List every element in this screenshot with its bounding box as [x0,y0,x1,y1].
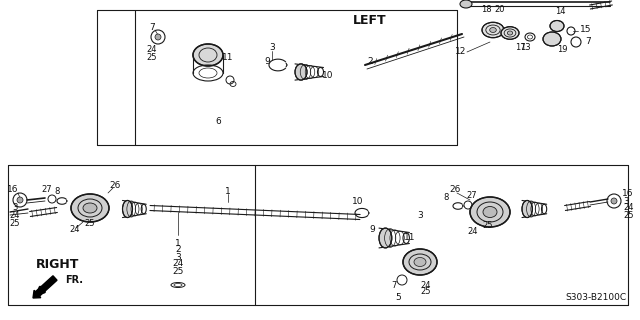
Ellipse shape [122,200,132,218]
Text: 12: 12 [455,47,467,57]
Text: 25: 25 [483,220,493,229]
Text: 15: 15 [580,25,591,34]
Ellipse shape [490,28,496,32]
Text: 1: 1 [175,238,181,247]
Text: 24: 24 [172,260,184,268]
Ellipse shape [501,27,519,39]
Text: 20: 20 [495,5,505,14]
Text: 9: 9 [264,58,270,67]
Text: 10: 10 [322,70,333,79]
Text: 25: 25 [84,219,95,228]
Ellipse shape [550,20,564,31]
Text: 24: 24 [10,211,20,220]
Text: 6: 6 [215,117,221,126]
Ellipse shape [379,228,392,248]
Text: 8: 8 [444,194,449,203]
Text: 24: 24 [70,226,80,235]
Ellipse shape [414,258,426,267]
Circle shape [155,34,161,40]
Text: 10: 10 [352,197,364,206]
Text: 25: 25 [623,211,634,220]
Text: S303-B2100C: S303-B2100C [565,293,626,302]
Text: 24: 24 [420,281,431,290]
Text: RIGHT: RIGHT [36,259,80,271]
Text: 3: 3 [623,196,628,205]
Ellipse shape [71,194,109,222]
Ellipse shape [522,200,532,218]
Text: 3: 3 [269,44,275,52]
Ellipse shape [295,64,307,80]
Text: 14: 14 [555,7,565,17]
Circle shape [611,198,617,204]
Ellipse shape [543,32,561,46]
Text: 3: 3 [417,211,423,220]
Text: 26: 26 [109,180,121,189]
Text: 13: 13 [520,44,531,52]
Text: 7: 7 [585,37,591,46]
Text: 3: 3 [12,203,18,212]
Text: 25: 25 [172,267,184,276]
Text: 25: 25 [10,219,20,228]
Text: FR.: FR. [65,275,83,285]
Text: 16: 16 [7,186,19,195]
Ellipse shape [470,197,510,227]
Ellipse shape [460,0,472,8]
Text: 27: 27 [42,186,52,195]
Text: 7: 7 [149,23,155,33]
Text: 8: 8 [54,188,60,196]
Text: 19: 19 [557,45,567,54]
Text: 24: 24 [468,228,478,236]
Text: 25: 25 [147,53,157,62]
Text: 9: 9 [369,226,375,235]
Ellipse shape [482,22,504,38]
Text: 11: 11 [404,234,416,243]
FancyArrow shape [33,276,57,298]
Text: 1: 1 [225,188,231,196]
Circle shape [17,197,23,203]
Ellipse shape [483,206,497,218]
Text: 24: 24 [147,45,157,54]
Ellipse shape [193,44,223,66]
Text: 2: 2 [367,58,373,67]
Text: 27: 27 [467,191,477,201]
Ellipse shape [508,31,513,35]
Text: 25: 25 [420,287,431,297]
Text: 24: 24 [623,204,634,212]
Text: 26: 26 [449,186,461,195]
Text: 7: 7 [391,281,397,290]
Text: 3: 3 [175,252,181,261]
Text: 5: 5 [395,293,401,302]
Text: 18: 18 [481,5,492,14]
Text: 16: 16 [622,188,634,197]
Text: 17: 17 [515,44,525,52]
Text: 2: 2 [175,245,181,254]
Text: 11: 11 [222,53,234,62]
Text: LEFT: LEFT [353,13,387,27]
Ellipse shape [83,203,97,213]
Ellipse shape [403,249,437,275]
